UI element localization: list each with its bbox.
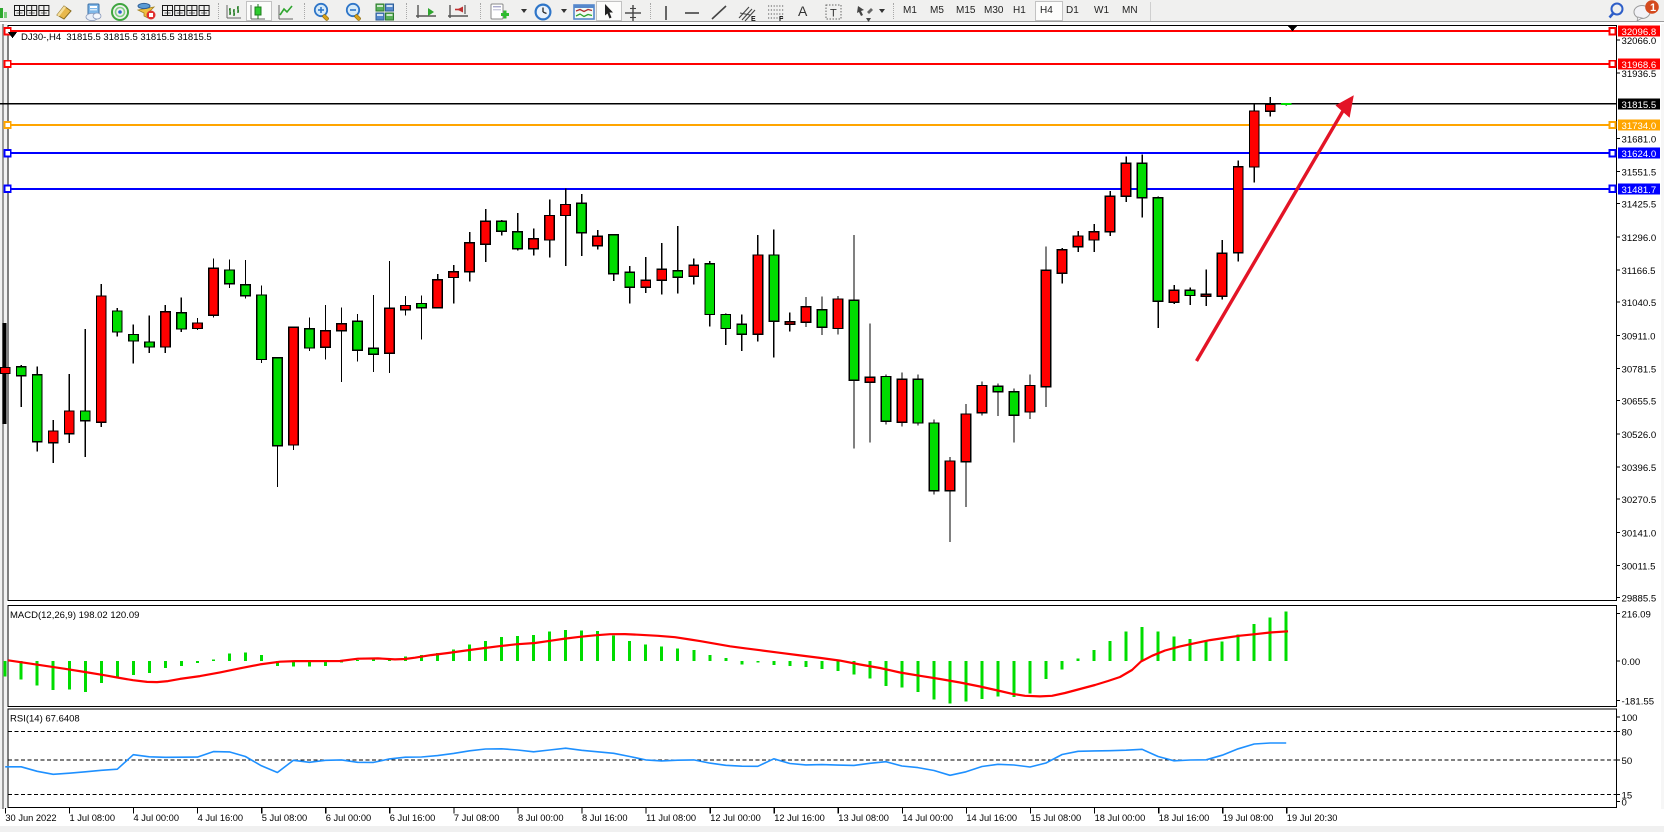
svg-text:31681.0: 31681.0 bbox=[1622, 134, 1657, 145]
svg-text:6 Jul 00:00: 6 Jul 00:00 bbox=[326, 813, 372, 823]
svg-text:31734.0: 31734.0 bbox=[1622, 121, 1657, 132]
svg-text:18 Jul 00:00: 18 Jul 00:00 bbox=[1095, 813, 1146, 823]
svg-text:DJ30-,H4 31815.5 31815.5 3181: DJ30-,H4 31815.5 31815.5 31815.5 31815.5 bbox=[21, 32, 212, 43]
svg-text:50: 50 bbox=[1622, 756, 1633, 767]
svg-text:29885.5: 29885.5 bbox=[1622, 594, 1657, 605]
svg-text:0: 0 bbox=[1622, 798, 1627, 809]
svg-text:30141.0: 30141.0 bbox=[1622, 528, 1657, 539]
svg-text:T: T bbox=[830, 8, 837, 20]
svg-text:12 Jul 16:00: 12 Jul 16:00 bbox=[774, 813, 825, 823]
svg-text:7 Jul 08:00: 7 Jul 08:00 bbox=[454, 813, 500, 823]
svg-text:31040.5: 31040.5 bbox=[1622, 298, 1657, 309]
svg-text:80: 80 bbox=[1622, 727, 1633, 738]
svg-text:19 Jul 08:00: 19 Jul 08:00 bbox=[1223, 813, 1274, 823]
svg-text:216.09: 216.09 bbox=[1622, 610, 1651, 621]
svg-text:30655.5: 30655.5 bbox=[1622, 397, 1657, 408]
svg-text:31296.0: 31296.0 bbox=[1622, 233, 1657, 244]
svg-text:0.00: 0.00 bbox=[1622, 657, 1641, 668]
svg-text:31551.5: 31551.5 bbox=[1622, 167, 1657, 178]
svg-text:12 Jul 00:00: 12 Jul 00:00 bbox=[710, 813, 761, 823]
svg-text:30270.5: 30270.5 bbox=[1622, 495, 1657, 506]
svg-text:30396.5: 30396.5 bbox=[1622, 463, 1657, 474]
svg-text:31425.5: 31425.5 bbox=[1622, 200, 1657, 211]
svg-text:4 Jul 16:00: 4 Jul 16:00 bbox=[198, 813, 244, 823]
svg-text:30911.0: 30911.0 bbox=[1622, 331, 1656, 342]
svg-text:31166.5: 31166.5 bbox=[1622, 266, 1656, 277]
svg-text:13 Jul 08:00: 13 Jul 08:00 bbox=[838, 813, 889, 823]
svg-text:F: F bbox=[779, 16, 784, 22]
svg-text:14 Jul 00:00: 14 Jul 00:00 bbox=[902, 813, 953, 823]
svg-text:31936.5: 31936.5 bbox=[1622, 69, 1657, 80]
svg-text:19 Jul 20:30: 19 Jul 20:30 bbox=[1287, 813, 1338, 823]
svg-text:32066.0: 32066.0 bbox=[1622, 36, 1657, 47]
svg-text:11 Jul 08:00: 11 Jul 08:00 bbox=[646, 813, 696, 823]
svg-text:18 Jul 16:00: 18 Jul 16:00 bbox=[1159, 813, 1210, 823]
svg-text:32096.8: 32096.8 bbox=[1622, 27, 1657, 38]
svg-text:8 Jul 00:00: 8 Jul 00:00 bbox=[518, 813, 564, 823]
svg-text:MACD(12,26,9) 198.02 120.09: MACD(12,26,9) 198.02 120.09 bbox=[10, 610, 139, 621]
svg-text:6 Jul 16:00: 6 Jul 16:00 bbox=[390, 813, 436, 823]
svg-text:8 Jul 16:00: 8 Jul 16:00 bbox=[582, 813, 628, 823]
svg-text:1 Jul 08:00: 1 Jul 08:00 bbox=[70, 813, 116, 823]
svg-text:RSI(14) 67.6408: RSI(14) 67.6408 bbox=[10, 714, 80, 725]
svg-text:30526.0: 30526.0 bbox=[1622, 430, 1657, 441]
svg-text:30011.5: 30011.5 bbox=[1622, 562, 1656, 573]
svg-text:31815.5: 31815.5 bbox=[1622, 100, 1657, 111]
svg-text:100: 100 bbox=[1622, 713, 1638, 724]
svg-text:14 Jul 16:00: 14 Jul 16:00 bbox=[966, 813, 1017, 823]
svg-text:15: 15 bbox=[1622, 790, 1633, 801]
svg-text:E: E bbox=[751, 16, 756, 22]
svg-text:5 Jul 08:00: 5 Jul 08:00 bbox=[262, 813, 308, 823]
svg-text:31968.6: 31968.6 bbox=[1622, 60, 1657, 71]
svg-text:-181.55: -181.55 bbox=[1622, 697, 1655, 708]
svg-text:30 Jun 2022: 30 Jun 2022 bbox=[5, 813, 56, 823]
svg-text:15 Jul 08:00: 15 Jul 08:00 bbox=[1031, 813, 1082, 823]
svg-text:1: 1 bbox=[1650, 2, 1656, 14]
svg-text:30781.5: 30781.5 bbox=[1622, 365, 1657, 376]
svg-text:31481.7: 31481.7 bbox=[1622, 185, 1657, 196]
svg-text:31624.0: 31624.0 bbox=[1622, 149, 1657, 160]
svg-text:4 Jul 00:00: 4 Jul 00:00 bbox=[134, 813, 180, 823]
